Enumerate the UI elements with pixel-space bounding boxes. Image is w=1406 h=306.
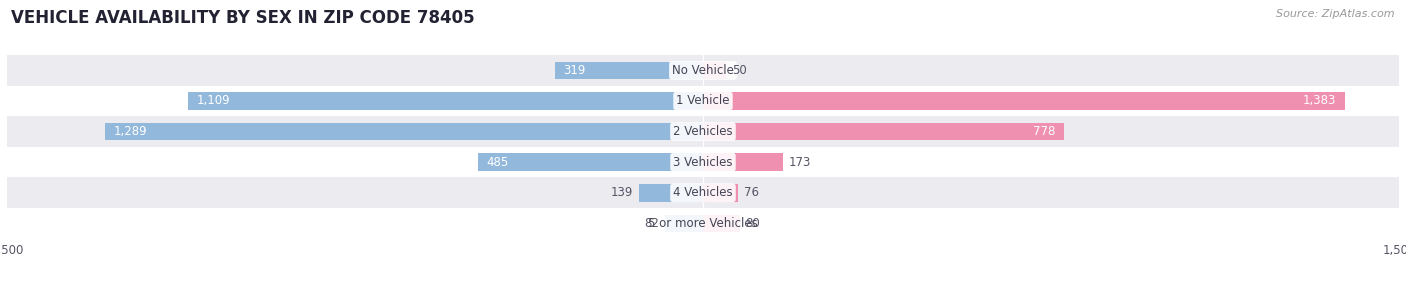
Text: 485: 485 <box>486 156 509 169</box>
Text: 139: 139 <box>610 186 633 199</box>
Text: 778: 778 <box>1033 125 1056 138</box>
Bar <box>188 92 703 110</box>
Text: 173: 173 <box>789 156 811 169</box>
Bar <box>105 123 703 140</box>
Text: 4 Vehicles: 4 Vehicles <box>673 186 733 199</box>
Bar <box>703 123 1064 140</box>
Bar <box>638 184 703 202</box>
Text: 319: 319 <box>564 64 586 77</box>
Bar <box>478 153 703 171</box>
Text: 82: 82 <box>644 217 659 230</box>
Bar <box>7 147 1399 177</box>
Bar <box>665 215 703 232</box>
Bar <box>7 116 1399 147</box>
Text: 1,109: 1,109 <box>197 95 231 107</box>
Bar <box>7 208 1399 239</box>
Bar <box>7 177 1399 208</box>
Bar <box>555 62 703 79</box>
Bar <box>703 62 725 79</box>
Bar <box>703 153 783 171</box>
Text: Source: ZipAtlas.com: Source: ZipAtlas.com <box>1277 9 1395 19</box>
Text: No Vehicle: No Vehicle <box>672 64 734 77</box>
Text: 5 or more Vehicles: 5 or more Vehicles <box>648 217 758 230</box>
Text: VEHICLE AVAILABILITY BY SEX IN ZIP CODE 78405: VEHICLE AVAILABILITY BY SEX IN ZIP CODE … <box>11 9 475 27</box>
Text: 1,383: 1,383 <box>1303 95 1336 107</box>
Text: 1 Vehicle: 1 Vehicle <box>676 95 730 107</box>
Bar <box>7 55 1399 86</box>
Bar <box>7 86 1399 116</box>
Text: 80: 80 <box>745 217 761 230</box>
Text: 76: 76 <box>744 186 759 199</box>
Bar <box>703 184 738 202</box>
Bar <box>703 92 1344 110</box>
Text: 2 Vehicles: 2 Vehicles <box>673 125 733 138</box>
Text: 1,289: 1,289 <box>114 125 146 138</box>
Text: 50: 50 <box>731 64 747 77</box>
Bar <box>703 215 740 232</box>
Text: 3 Vehicles: 3 Vehicles <box>673 156 733 169</box>
